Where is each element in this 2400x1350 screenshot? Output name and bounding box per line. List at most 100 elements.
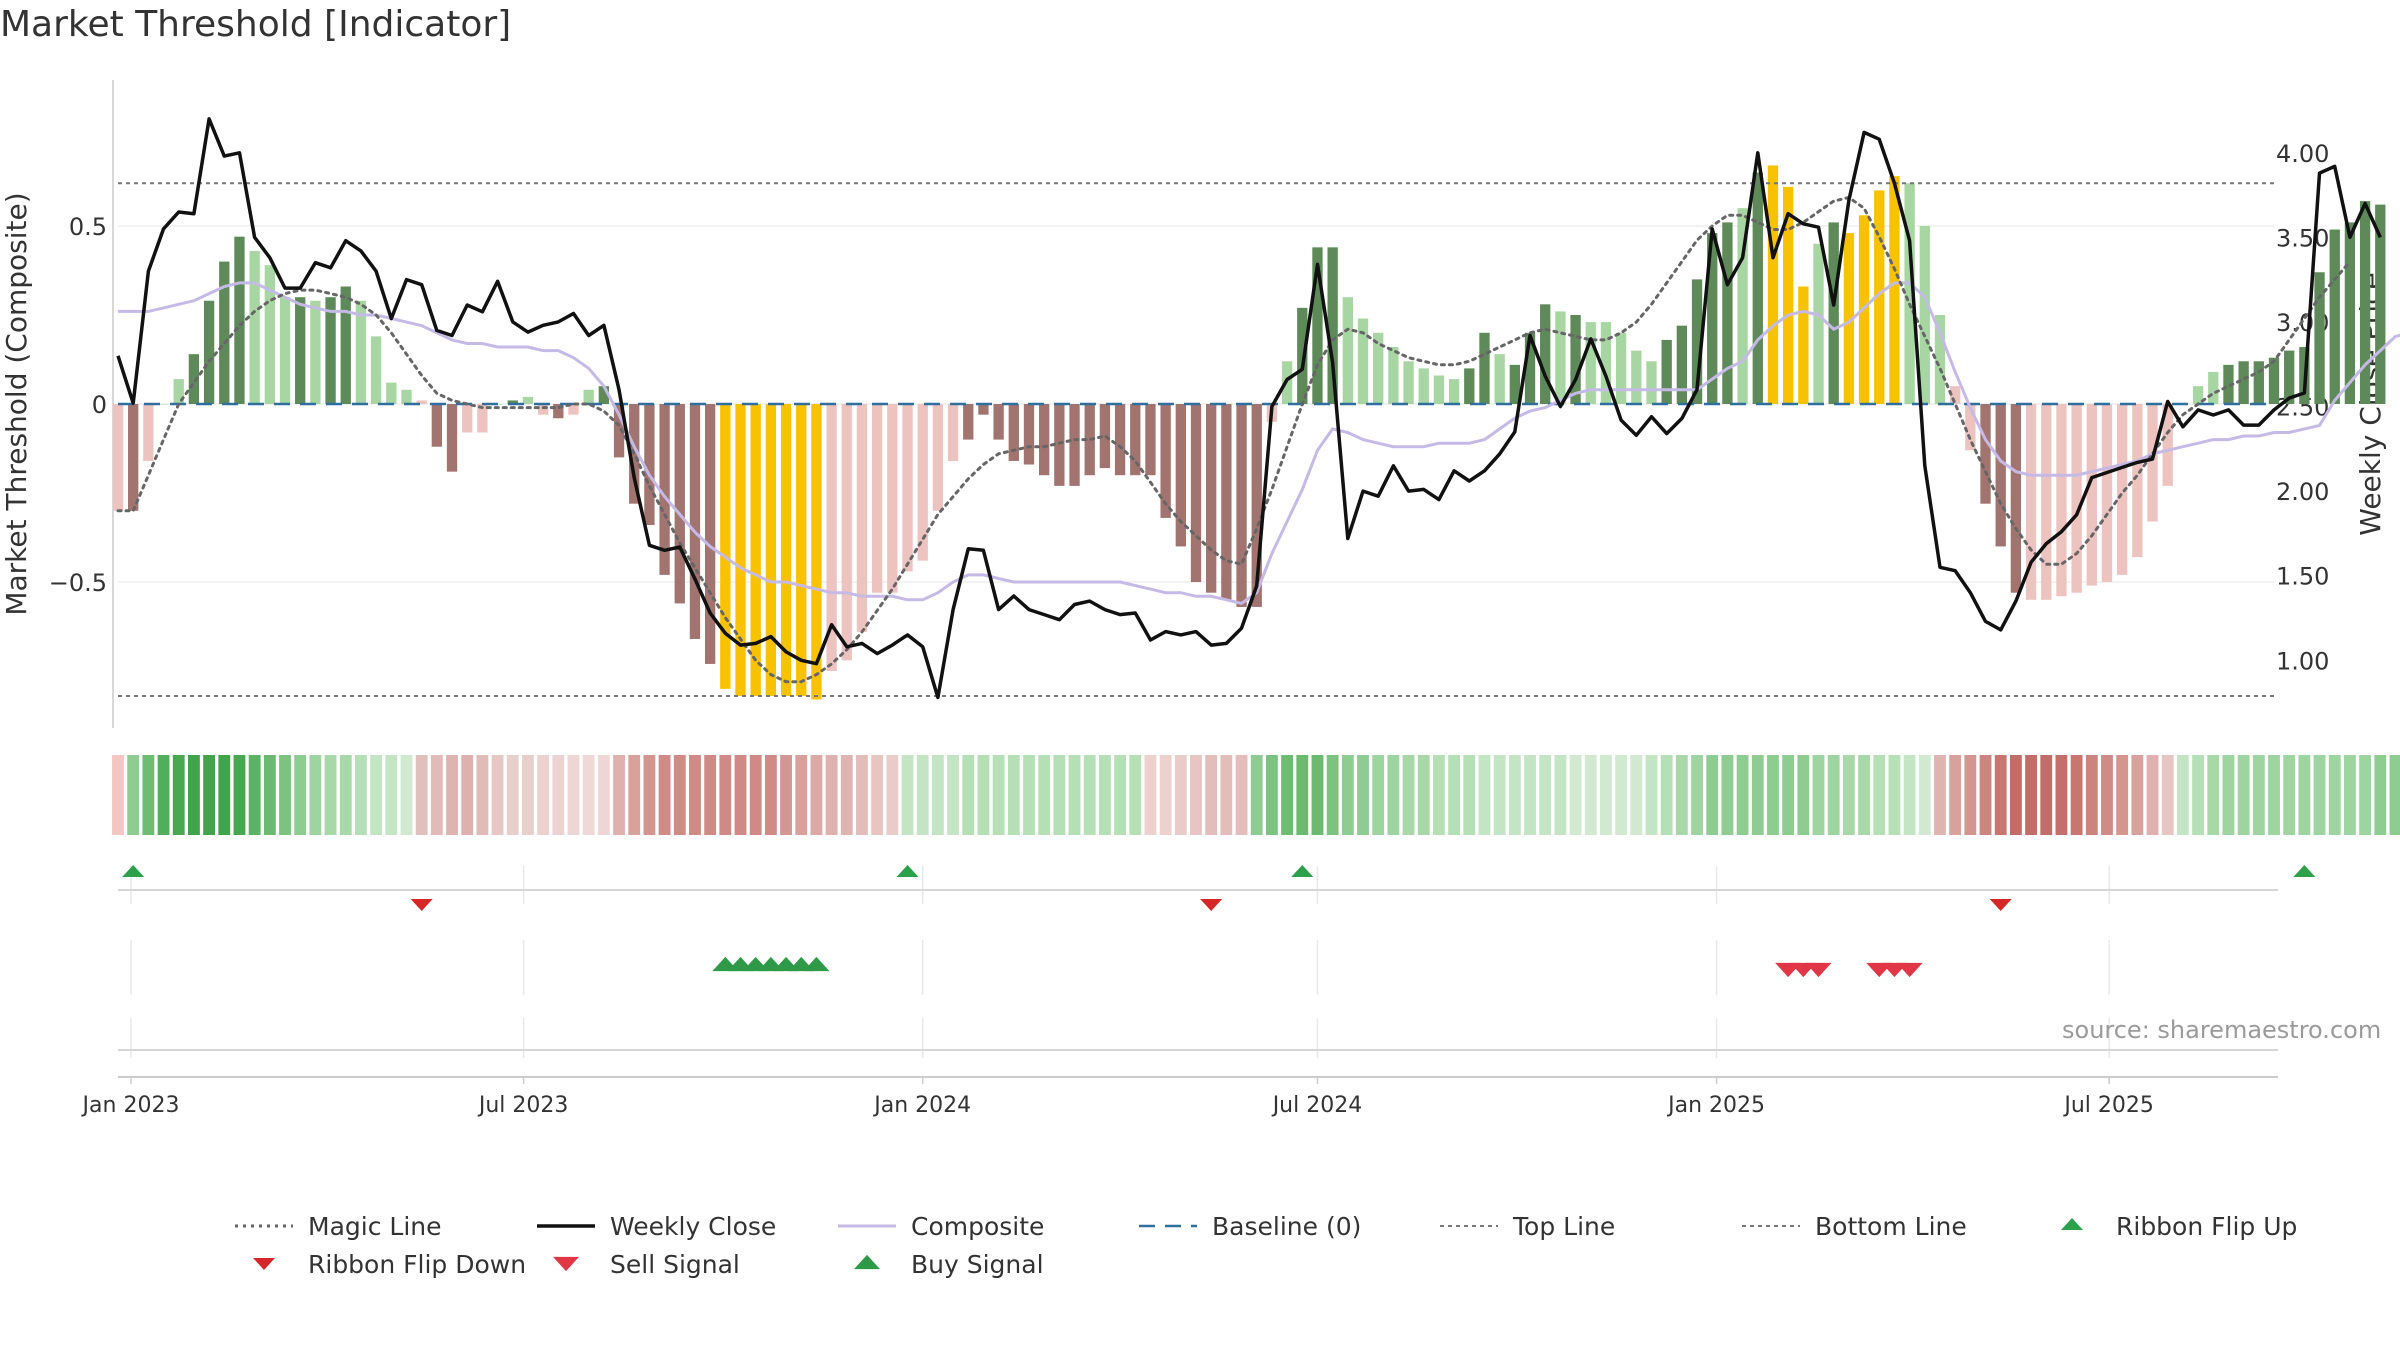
ribbon-cell (522, 755, 534, 835)
ribbon-cell (263, 755, 276, 835)
ribbon-flip-up-marker (2293, 864, 2316, 878)
composite-bar (1297, 307, 1308, 404)
ribbon-cell (719, 755, 732, 835)
composite-bar (1114, 404, 1126, 476)
ribbon-cell (339, 755, 352, 835)
composite-bar (112, 404, 124, 511)
ribbon-cell (597, 755, 610, 835)
ribbon-cell (1007, 755, 1020, 835)
composite-bar (659, 404, 670, 575)
ribbon-cell (2237, 755, 2250, 835)
magic-line (116, 195, 2352, 684)
composite-bar (735, 404, 746, 696)
composite-bar (1965, 404, 1976, 451)
legend-item-flipup: Ribbon Flip Up (2116, 1212, 2297, 1241)
ribbon-cell (127, 755, 140, 835)
composite-bar (1388, 347, 1399, 404)
ribbon-cell (795, 755, 808, 835)
ribbon-cell (2268, 755, 2280, 835)
legend-swatch (854, 1254, 880, 1270)
composite-bar (462, 404, 473, 433)
ribbon-cell (1736, 755, 1749, 835)
composite-bar (128, 404, 139, 511)
legend-label: Bottom Line (1815, 1212, 1967, 1241)
composite-line (118, 281, 2400, 606)
ribbon-cell (1858, 755, 1870, 835)
ribbon-cell (1250, 755, 1263, 835)
ribbon-cell (931, 755, 944, 835)
ribbon-cell (2009, 755, 2022, 835)
ribbon-cell (1083, 755, 1096, 835)
ribbon-cell (1129, 755, 1142, 835)
composite-bar (1327, 247, 1338, 404)
composite-bar (1889, 176, 1900, 404)
ribbon-cell (1584, 755, 1597, 835)
ribbon-cell (567, 755, 580, 835)
composite-bar (1448, 379, 1460, 404)
composite-bar (386, 382, 397, 404)
ribbon-cell (248, 755, 261, 835)
composite-bar (704, 404, 716, 664)
composite-bar (477, 404, 488, 433)
ribbon-cell (947, 755, 959, 835)
ribbon-flip-up-marker (122, 864, 145, 878)
ribbon-cell (446, 755, 458, 835)
ribbon-cell (2328, 755, 2341, 835)
composite-bar (1206, 404, 1217, 593)
composite-bar (1813, 243, 1824, 404)
ribbon-cell (1357, 755, 1369, 835)
composite-bar (1767, 165, 1779, 404)
composite-bar (1707, 233, 1718, 404)
legend-item-flipdown: Ribbon Flip Down (308, 1250, 526, 1279)
ribbon-cell (203, 755, 216, 835)
composite-bar (401, 389, 412, 404)
composite-bar (203, 300, 215, 404)
ribbon-cell (1706, 755, 1719, 835)
ribbon-cell (1326, 755, 1339, 835)
y-tick-label: 0.5 (69, 213, 107, 241)
composite-bar (598, 386, 610, 404)
ribbon-cell (1098, 755, 1111, 835)
composite-bar (310, 300, 321, 404)
ribbon-cell (2070, 755, 2083, 835)
watermark: source: sharemaestro.com (2062, 1016, 2382, 1044)
ribbon-cell (1235, 755, 1248, 835)
ribbon-cell (825, 755, 838, 835)
composite-bar (1039, 404, 1050, 476)
composite-bar (1874, 190, 1885, 404)
ribbon-cell (1903, 755, 1916, 835)
composite-bar (1251, 404, 1262, 607)
ribbon-cell (385, 755, 398, 835)
composite-bar (2344, 222, 2356, 404)
composite-bar (1145, 404, 1156, 476)
sell-signal-marker (1896, 962, 1923, 978)
ribbon-cell (977, 755, 990, 835)
legend-item-weekly: Weekly Close (537, 1212, 776, 1241)
ribbon-cell (1812, 755, 1825, 835)
ribbon-cell (1493, 755, 1506, 835)
ribbon-cell (430, 755, 443, 835)
ribbon-cell (2146, 755, 2159, 835)
legend-item-magic: Magic Line (235, 1212, 442, 1241)
ribbon-cell (279, 755, 291, 835)
composite-bar (340, 286, 351, 404)
ribbon-cell (1448, 755, 1461, 835)
composite-bar (765, 404, 777, 696)
composite-bar (1236, 404, 1247, 607)
weekly-close-line (116, 117, 2382, 700)
ribbon-cell (1949, 755, 1962, 835)
ribbon-cell (1630, 755, 1643, 835)
legend-label: Magic Line (308, 1212, 442, 1241)
ribbon-cell (1554, 755, 1567, 835)
ribbon-cell (1508, 755, 1521, 835)
y-tick-label: −0.5 (49, 569, 107, 597)
composite-bar (2025, 404, 2037, 600)
composite-bar (902, 404, 913, 572)
ribbon-cell (2313, 755, 2326, 835)
composite-bar (720, 404, 731, 689)
ribbon-cell (2207, 755, 2220, 835)
ribbon-cell (764, 755, 777, 835)
composite-bar (537, 404, 549, 415)
ribbon-cell (309, 755, 322, 835)
